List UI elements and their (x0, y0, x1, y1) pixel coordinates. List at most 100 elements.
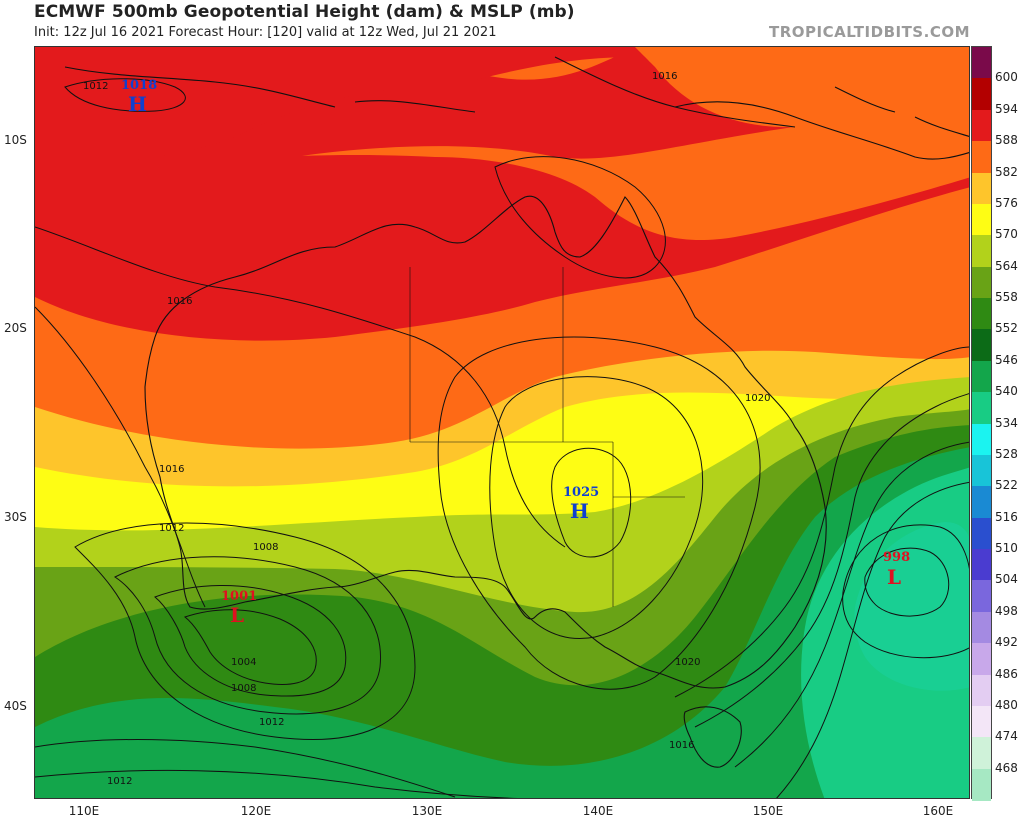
isobar-label: 1012 (83, 81, 108, 92)
colorbar-segment (972, 737, 991, 770)
lat-label-30s: 30S (4, 510, 27, 524)
colorbar-segment (972, 172, 991, 205)
isobar (776, 481, 969, 798)
colorbar-label: 534 (995, 415, 1018, 430)
isobar (114, 556, 382, 715)
colorbar-label: 558 (995, 290, 1018, 304)
colorbar-segment (972, 705, 991, 738)
colorbar-label: 540 (995, 384, 1018, 399)
colorbar-segment (972, 423, 991, 456)
colorbar-label: 594 (995, 101, 1018, 116)
colorbar-label: 510 (995, 541, 1018, 555)
isobar (842, 524, 969, 659)
tas-border (409, 267, 685, 607)
site-credit: TROPICALTIDBITS.COM (769, 23, 970, 41)
isobar (74, 522, 416, 740)
isobar (35, 306, 206, 608)
colorbar-segment (972, 392, 991, 424)
colorbar-label: 552 (995, 321, 1018, 336)
colorbar-label: 480 (995, 697, 1018, 712)
colorbar-label: 528 (995, 446, 1018, 461)
isobar-label: 1004 (231, 657, 256, 668)
band-534-closed (854, 522, 969, 691)
colorbar-segment (972, 486, 991, 519)
chart-subtitle: Init: 12z Jul 16 2021 Forecast Hour: [12… (34, 25, 497, 40)
isobar-label: 1016 (159, 464, 184, 475)
isobar (35, 226, 566, 548)
colorbar-label: 582 (995, 164, 1018, 179)
coastlines (64, 56, 969, 768)
isobar (437, 336, 761, 690)
colorbar-segment (972, 78, 991, 111)
colorbar-segment (972, 580, 991, 613)
colorbar-segment (972, 674, 991, 707)
band-588-top (35, 47, 635, 167)
band-546 (35, 447, 969, 798)
lat-label-10s: 10S (4, 133, 27, 147)
isobar-label: 1008 (231, 683, 256, 694)
high-center-letter: H (570, 499, 589, 523)
lon-label-110e: 110E (68, 804, 100, 818)
isobar-label: 1008 (253, 542, 278, 553)
colorbar-segment (972, 517, 991, 550)
colorbar-segment (972, 298, 991, 330)
colorbar-segment (972, 47, 991, 79)
lon-label-140e: 140E (582, 804, 614, 818)
colorbar-segment (972, 768, 991, 801)
lon-label-150e: 150E (752, 804, 784, 818)
colorbar-label: 492 (995, 635, 1018, 650)
colorbar-label: 588 (995, 133, 1018, 148)
isobar (494, 156, 666, 279)
isobar (35, 739, 456, 798)
band-582-top (35, 47, 969, 128)
colorbar-label: 468 (995, 760, 1018, 775)
isobar (35, 769, 520, 798)
low-center-letter: L (887, 565, 901, 589)
lat-label-20s: 20S (4, 321, 27, 335)
isobar-label: 1012 (107, 776, 132, 787)
colorbar-segment (972, 141, 991, 173)
isobar (183, 609, 317, 685)
isobar (734, 441, 969, 768)
isobar (674, 346, 969, 698)
colorbar-segment (972, 643, 991, 675)
new-guinea-coast (674, 101, 969, 160)
australia-coast (144, 195, 827, 689)
isobar (694, 393, 969, 728)
colorbar-label: 486 (995, 666, 1018, 681)
pressure-centers: 1018 H 1025 H 1001 L 998 L (121, 78, 910, 627)
colorbar-segment (972, 266, 991, 299)
lat-label-40s: 40S (4, 699, 27, 713)
colorbar-label: 600 (995, 70, 1018, 85)
map-panel: 1012 1016 1016 1016 1012 1008 1004 1008 … (34, 46, 970, 799)
low-center-value: 998 (883, 550, 910, 565)
colorbar-segment (972, 203, 991, 236)
low-center-letter: L (230, 603, 244, 627)
colorbar-label: 564 (995, 258, 1018, 273)
colorbar-segment (972, 109, 991, 142)
isobar (154, 585, 347, 697)
colorbar-label: 570 (995, 227, 1018, 242)
colorbar-segment (972, 329, 991, 362)
height-field-map: 1012 1016 1016 1016 1012 1008 1004 1008 … (35, 47, 969, 798)
isobar-label: 1020 (675, 657, 700, 668)
isobar-label: 1020 (745, 393, 770, 404)
colorbar-label: 498 (995, 603, 1018, 618)
colorbar-segment (972, 549, 991, 581)
low-center-value: 1001 (221, 589, 257, 604)
high-center-letter: H (128, 92, 147, 116)
tasmania-coast (683, 706, 742, 768)
colorbar-label: 522 (995, 478, 1018, 493)
isobar (489, 376, 704, 639)
lon-label-160e: 160E (922, 804, 954, 818)
colorbar-label: 576 (995, 195, 1018, 210)
isobar (551, 447, 632, 558)
high-center-value: 1018 (121, 78, 157, 93)
isobar (64, 78, 186, 112)
colorbar-segment (972, 454, 991, 487)
lon-label-120e: 120E (240, 804, 272, 818)
isobars (35, 78, 969, 798)
isobar-label: 1016 (167, 296, 192, 307)
lon-label-130e: 130E (411, 804, 443, 818)
colorbar-label: 516 (995, 509, 1018, 524)
